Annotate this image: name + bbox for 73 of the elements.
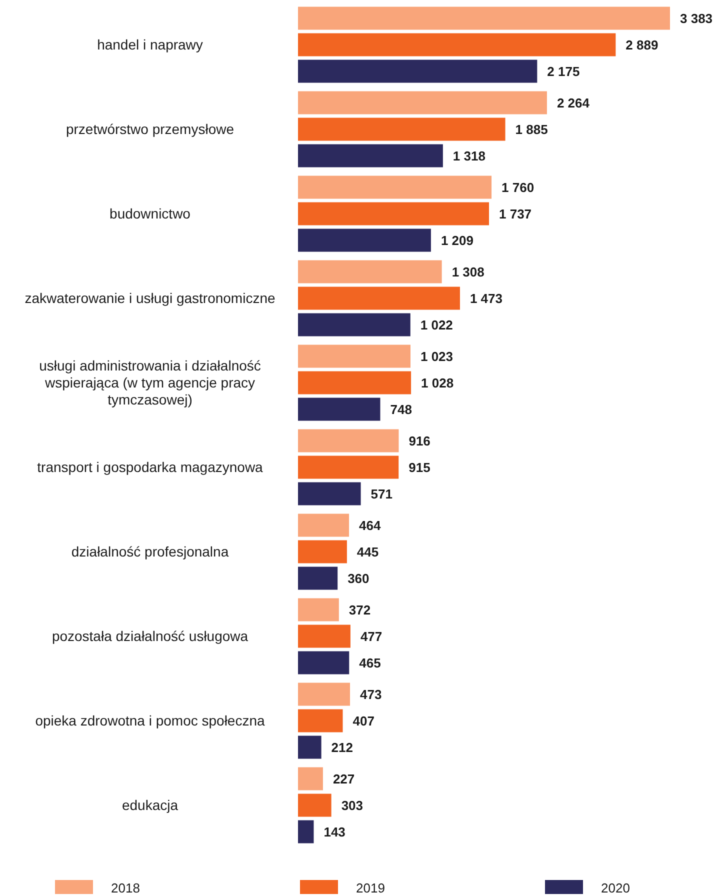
y-tick-label: zakwaterowanie i usługi gastronomiczne — [24, 290, 276, 306]
data-label: 212 — [331, 740, 354, 755]
legend-label: 2019 — [356, 880, 385, 895]
bar — [298, 482, 361, 506]
bar — [298, 514, 350, 537]
bar — [298, 709, 343, 732]
bar — [298, 91, 547, 114]
bar — [298, 176, 492, 199]
data-label: 407 — [352, 713, 374, 728]
bar — [298, 118, 506, 141]
data-label: 303 — [341, 798, 364, 813]
data-label: 464 — [359, 518, 382, 533]
bar — [298, 598, 339, 622]
data-label: 748 — [390, 402, 412, 417]
data-label: 2 175 — [547, 64, 580, 79]
bar — [298, 429, 399, 452]
data-label: 3 383 — [680, 10, 713, 26]
bar — [298, 344, 410, 368]
bar — [298, 820, 314, 844]
y-tick-label: transport i gospodarka magazynowa — [37, 459, 264, 476]
y-tick-label: edukacja — [122, 797, 178, 814]
y-tick-label: budownictwo — [110, 206, 191, 222]
bar — [298, 260, 442, 284]
data-label: 1 308 — [452, 264, 484, 280]
data-label: 1 885 — [515, 122, 548, 137]
data-label: 1 760 — [502, 180, 534, 195]
y-tick-label: opieka zdrowotna i pomoc społeczna — [35, 712, 266, 729]
bar — [298, 624, 350, 648]
data-label: 571 — [370, 486, 392, 502]
data-label: 1 473 — [470, 290, 503, 306]
bar — [298, 286, 460, 310]
legend-label: 2018 — [111, 880, 140, 895]
data-label: 1 209 — [440, 232, 474, 248]
data-label: 1 028 — [421, 375, 454, 390]
bar — [298, 456, 399, 479]
data-label: 465 — [359, 655, 381, 670]
bar — [298, 767, 323, 790]
data-label: 916 — [408, 433, 430, 448]
bar — [298, 398, 380, 421]
bar — [298, 228, 431, 252]
data-label: 1 318 — [452, 148, 486, 164]
data-label: 1 022 — [420, 317, 453, 332]
y-tick-label: przetwórstwo przemysłowe — [66, 121, 234, 138]
data-label: 1 737 — [499, 206, 532, 222]
bar — [298, 313, 410, 336]
data-label: 445 — [356, 544, 379, 560]
data-label: 227 — [332, 771, 355, 786]
bar — [298, 736, 322, 759]
bar — [298, 682, 350, 706]
data-label: 360 — [348, 570, 370, 586]
bar — [298, 794, 332, 817]
data-label: 1 023 — [420, 348, 454, 364]
y-tick-label: pozostała działalność usługowa — [52, 628, 248, 644]
bar — [298, 144, 443, 168]
bar — [298, 540, 347, 564]
bar — [298, 60, 538, 83]
data-label: 372 — [348, 602, 371, 618]
y-tick-label: usługi administrowania i działalność wspierająca (w tym agencje pracy tymczasowej) — [39, 358, 261, 408]
bar — [298, 33, 616, 56]
y-tick-label: działalność profesjonalna — [71, 544, 229, 560]
bar — [298, 566, 338, 590]
data-label: 473 — [360, 686, 382, 702]
legend-label: 2020 — [601, 880, 630, 895]
bar — [298, 651, 350, 674]
data-label: 477 — [360, 628, 382, 644]
y-tick-label: handel i naprawy — [97, 36, 203, 53]
data-label: 2 889 — [626, 37, 658, 52]
data-label: 915 — [408, 460, 430, 475]
bar — [298, 371, 412, 394]
bar — [298, 6, 670, 30]
data-label: 143 — [324, 824, 346, 840]
data-label: 2 264 — [556, 95, 590, 110]
bar — [298, 202, 490, 226]
